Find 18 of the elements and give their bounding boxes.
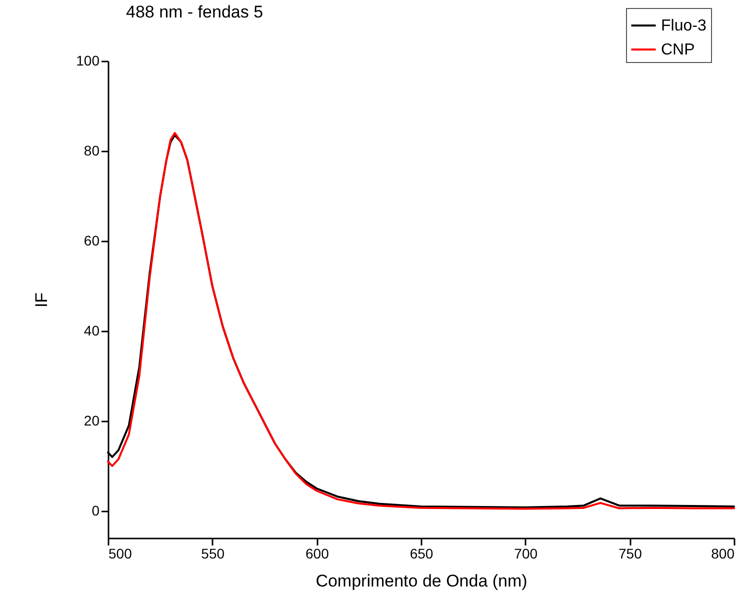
- y-tick-label: 20: [84, 412, 100, 428]
- y-tick-label: 100: [76, 52, 100, 68]
- x-axis-title: Comprimento de Onda (nm): [316, 572, 528, 590]
- y-tick-label: 40: [84, 322, 100, 338]
- x-tick-label: 500: [108, 546, 132, 562]
- y-tick-label: 80: [84, 142, 100, 158]
- x-tick-label: 750: [618, 546, 642, 562]
- x-tick-label: 600: [305, 546, 330, 562]
- chart-title: 488 nm - fendas 5: [126, 2, 264, 22]
- x-tick-label: 700: [514, 546, 538, 562]
- x-tick-label: 550: [201, 546, 225, 562]
- x-tick-label: 650: [410, 546, 434, 562]
- x-tick-label: 800: [711, 546, 735, 562]
- y-tick-label: 60: [84, 232, 100, 248]
- legend-label: Fluo-3: [661, 18, 706, 34]
- legend-label: CNP: [661, 42, 695, 58]
- y-tick-label: 0: [92, 502, 100, 518]
- y-axis-title: IF: [32, 292, 52, 308]
